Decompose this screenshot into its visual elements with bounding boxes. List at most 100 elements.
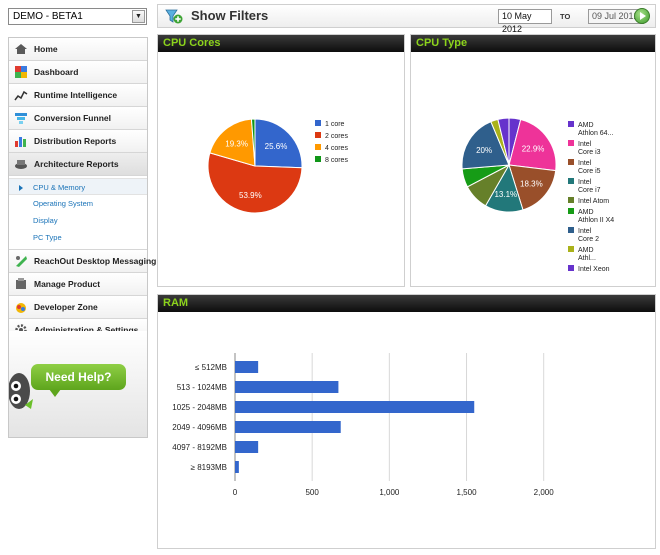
legend-label: 2 cores	[325, 133, 348, 140]
x-tick-label: 0	[233, 488, 238, 497]
x-tick-label: 1,000	[379, 488, 400, 497]
pie-slice[interactable]	[508, 118, 557, 172]
apply-filter-button[interactable]	[634, 8, 650, 24]
cpu-type-panel: CPU Type 22.9% 18.3% 13.1% 20% AMD Athlon 64.…	[410, 34, 656, 287]
legend-swatch	[568, 197, 574, 203]
pie-slice[interactable]	[209, 118, 256, 167]
pie-slice[interactable]	[254, 118, 303, 169]
subnav-pc-type[interactable]: PC Type	[9, 229, 147, 246]
app-selector-value: DEMO - BETA1	[13, 11, 83, 22]
pie-slice[interactable]	[250, 118, 256, 167]
developer-icon	[14, 300, 28, 314]
ram-bar[interactable]	[235, 461, 239, 473]
legend-label: Core 2	[578, 236, 599, 243]
pie-slice[interactable]	[461, 120, 510, 170]
funnel-icon	[14, 111, 28, 125]
legend-label: 4 cores	[325, 145, 348, 152]
line-graph-icon	[14, 88, 28, 102]
legend-label: Intel	[578, 179, 592, 186]
legend-swatch	[568, 140, 574, 146]
legend-label: Core i7	[578, 187, 601, 194]
subnav-label: Display	[33, 216, 58, 225]
ram-bar[interactable]	[235, 421, 341, 433]
pointer-icon	[19, 185, 23, 191]
sidebar-item-label: ReachOut Desktop Messaging	[34, 256, 157, 266]
ram-bar[interactable]	[235, 361, 259, 373]
y-category-label: 1025 - 2048MB	[172, 403, 227, 412]
legend-label: Intel	[578, 228, 592, 235]
cpu-cores-panel: CPU Cores 25.6% 53.9% 19.3% 1 core 2 cores 4 …	[157, 34, 405, 287]
legend-swatch	[568, 178, 574, 184]
date-from-field[interactable]: 10 May 2012	[498, 9, 552, 34]
legend-swatch	[315, 120, 321, 126]
subnav-label: PC Type	[33, 233, 62, 242]
legend-swatch	[315, 132, 321, 138]
subnav-label: Operating System	[33, 199, 94, 208]
sidebar-item-label: Developer Zone	[34, 302, 98, 312]
need-help-button[interactable]: Need Help?	[31, 364, 126, 397]
sidebar-item-developer-zone[interactable]: Developer Zone	[9, 296, 147, 319]
sidebar-item-runtime-intelligence[interactable]: Runtime Intelligence	[9, 84, 147, 107]
ram-bar[interactable]	[235, 401, 475, 413]
show-filters-title[interactable]: Show Filters	[191, 8, 269, 23]
ram-bar[interactable]	[235, 441, 259, 453]
chevron-down-icon[interactable]: ▼	[132, 10, 145, 23]
house-icon	[14, 42, 28, 56]
legend-swatch	[568, 159, 574, 165]
subnav-operating-system[interactable]: Operating System	[9, 195, 147, 212]
ram-bar[interactable]	[235, 381, 339, 393]
sidebar-item-distribution-reports[interactable]: Distribution Reports	[9, 130, 147, 153]
ram-panel: RAM 0 500 1,000 1,500 2,000 ≤ 512MB 513 - 1024…	[157, 294, 656, 549]
filter-add-icon[interactable]	[165, 8, 183, 25]
legend-swatch	[315, 156, 321, 162]
subnav-cpu-memory[interactable]: CPU & Memory	[9, 178, 147, 195]
sidebar-item-architecture-reports[interactable]: Architecture Reports	[9, 153, 147, 176]
x-tick-label: 2,000	[534, 488, 555, 497]
legend-label: AMD	[578, 247, 594, 254]
legend-label: Intel Xeon	[578, 266, 610, 273]
messaging-icon	[14, 254, 28, 268]
y-category-label: 513 - 1024MB	[177, 383, 227, 392]
legend-label: 8 cores	[325, 157, 348, 164]
legend-swatch	[568, 227, 574, 233]
y-category-label: 4097 - 8192MB	[172, 443, 227, 452]
sidebar-item-label: Home	[34, 44, 58, 54]
legend-swatch	[568, 265, 574, 271]
pie-slice[interactable]	[508, 164, 557, 211]
sidebar-item-label: Architecture Reports	[34, 159, 119, 169]
slice-data-label: 53.9%	[239, 191, 262, 200]
slice-data-label: 13.1%	[494, 190, 517, 199]
y-category-label: 2049 - 4096MB	[172, 423, 227, 432]
bar-chart-icon	[14, 134, 28, 148]
y-category-label: ≤ 512MB	[195, 363, 227, 372]
panel-title: CPU Type	[411, 35, 655, 52]
pie-slice[interactable]	[207, 152, 303, 214]
app-selector[interactable]: DEMO - BETA1 ▼	[8, 8, 147, 25]
legend-label: AMD	[578, 209, 594, 216]
sidebar: Home Dashboard Runtime Intelligence Conv…	[8, 37, 156, 438]
slice-data-label: 19.3%	[225, 139, 248, 148]
panel-title: RAM	[158, 295, 655, 312]
legend-label: Intel	[578, 160, 592, 167]
help-area: Need Help?	[9, 331, 147, 437]
sidebar-item-reachout-messaging[interactable]: ReachOut Desktop Messaging	[9, 250, 156, 273]
date-to-label: TO	[560, 12, 571, 21]
sidebar-item-conversion-funnel[interactable]: Conversion Funnel	[9, 107, 147, 130]
sidebar-item-home[interactable]: Home	[9, 38, 147, 61]
cpu-cores-chart: 25.6% 53.9% 19.3% 1 core 2 cores 4 cores 8 cor…	[207, 118, 348, 214]
architecture-submenu: CPU & Memory Operating System Display PC…	[9, 176, 147, 250]
sidebar-item-label: Runtime Intelligence	[34, 90, 118, 100]
owl-mascot-icon	[9, 373, 33, 409]
sidebar-item-label: Manage Product	[34, 279, 101, 289]
sidebar-item-dashboard[interactable]: Dashboard	[9, 61, 147, 84]
x-tick-label: 500	[305, 488, 319, 497]
filter-bar: Show Filters 10 May 2012 TO 09 Jul 2012	[157, 4, 656, 34]
dashboard-icon	[14, 65, 28, 79]
legend-label: Athl...	[578, 255, 596, 262]
subnav-display[interactable]: Display	[9, 212, 147, 229]
sidebar-item-manage-product[interactable]: Manage Product	[9, 273, 147, 296]
sidebar-item-label: Dashboard	[34, 67, 79, 77]
legend-label: Core i5	[578, 168, 601, 175]
pie-slice[interactable]	[497, 117, 510, 166]
